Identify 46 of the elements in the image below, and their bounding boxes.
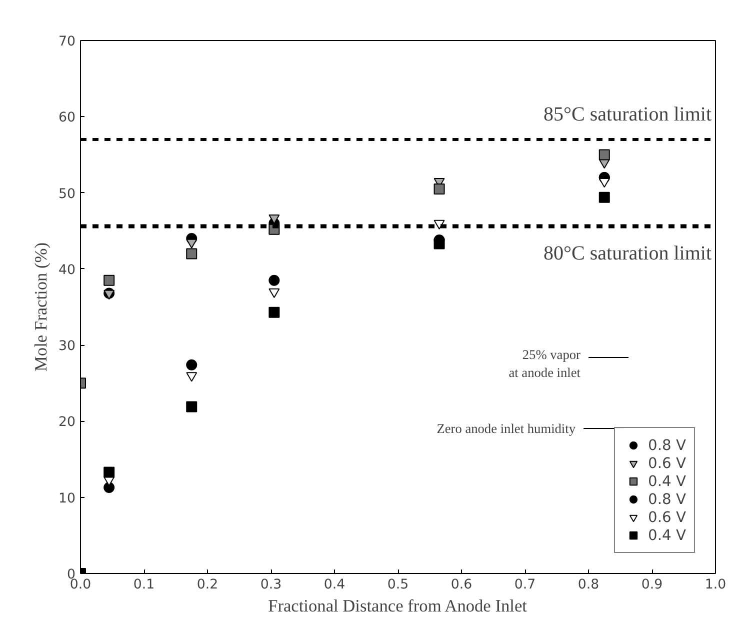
x-tick-label: 1.0 <box>704 578 726 592</box>
point <box>598 149 610 160</box>
y-tick-label: 50 <box>58 186 76 202</box>
point <box>268 274 280 286</box>
y-tick-label: 40 <box>58 262 76 278</box>
point <box>186 372 198 382</box>
ref-line-label: 85°C saturation limit <box>544 103 712 126</box>
point <box>434 238 445 250</box>
x-tick-label: 0.8 <box>578 578 600 592</box>
x-tick-label: 0.9 <box>641 578 663 592</box>
legend-label: 0.8 V <box>648 490 686 508</box>
point <box>186 401 198 412</box>
x-tick-label: 0.7 <box>514 578 536 592</box>
point <box>434 183 445 194</box>
x-tick-label: 0.6 <box>450 578 472 592</box>
point <box>186 359 198 370</box>
y-axis-title: Mole Fraction (%) <box>32 242 51 372</box>
ref-line-label: 80°C saturation limit <box>544 242 712 264</box>
x-tick-label: 0.2 <box>196 578 218 592</box>
x-tick-label: 0.3 <box>260 578 282 592</box>
point <box>268 288 280 298</box>
y-tick-label: 60 <box>58 110 76 126</box>
x-tick-label: 0.0 <box>70 578 92 592</box>
legend-label: 0.6 V <box>648 508 686 526</box>
y-tick-label: 70 <box>58 34 76 50</box>
x-tick-label: 0.5 <box>387 578 409 592</box>
point <box>104 274 115 286</box>
legend-label: 0.6 V <box>648 454 686 472</box>
x-tick-label: 0.1 <box>133 578 155 592</box>
point <box>434 220 445 230</box>
point <box>268 306 280 318</box>
annotation: 25% vapor at anode inlet <box>508 347 582 380</box>
point <box>186 248 198 260</box>
point <box>598 192 610 203</box>
annotation: Zero anode inlet humidity <box>436 421 576 436</box>
y-tick-label: 20 <box>58 415 76 430</box>
point <box>598 178 610 188</box>
y-tick-label: 30 <box>58 339 76 354</box>
y-tick-label: 10 <box>58 491 76 506</box>
point <box>104 466 115 478</box>
point <box>186 238 198 249</box>
legend-label: 0.4 V <box>648 472 686 490</box>
x-tick-label: 0.4 <box>324 578 346 592</box>
x-axis-title: Fractional Distance from Anode Inlet <box>268 596 528 616</box>
legend-label: 0.4 V <box>648 526 686 544</box>
legend-label: 0.8 V <box>648 436 686 454</box>
